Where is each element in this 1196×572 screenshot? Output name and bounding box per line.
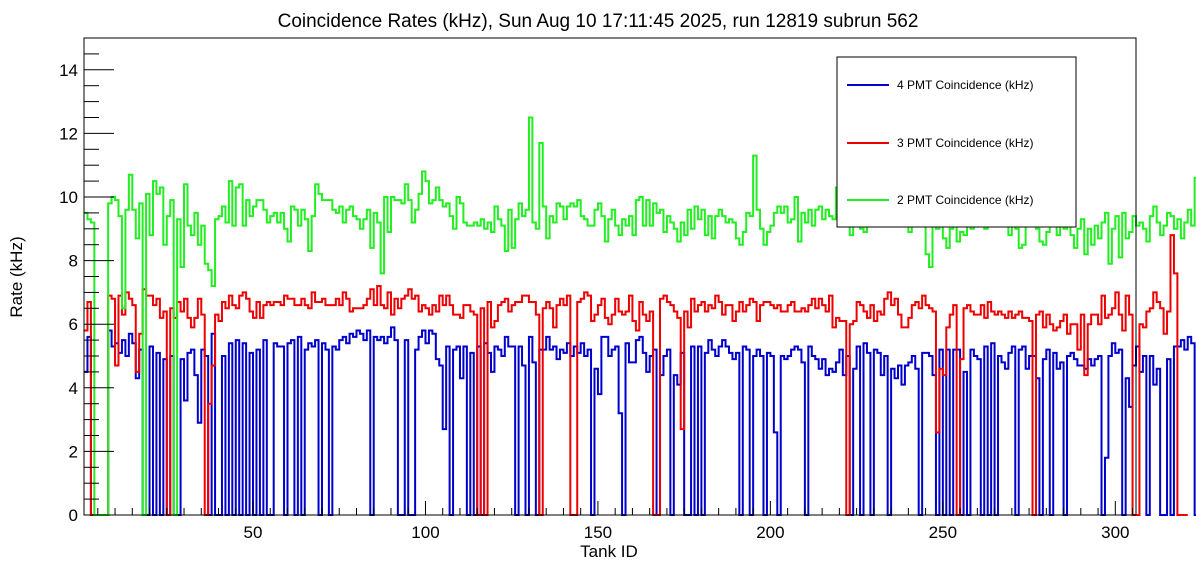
x-axis-ticks: 50 100 150 200 250 300 [97,501,1134,542]
y-tick-label: 2 [69,442,78,461]
legend: 4 PMT Coincidence (kHz) 3 PMT Coincidenc… [836,56,1077,228]
y-axis-label: Rate (kHz) [7,236,26,317]
y-tick-label: 10 [59,188,78,207]
legend-label-4pmt: 4 PMT Coincidence (kHz) [897,78,1034,92]
y-tick-label: 12 [59,124,78,143]
series-line-2 [84,234,1188,516]
legend-label-2pmt: 2 PMT Coincidence (kHz) [897,193,1034,207]
y-axis-ticks: 0 2 4 6 8 10 12 14 [59,37,114,525]
y-tick-label: 6 [69,315,78,334]
x-tick-label: 50 [244,523,263,542]
y-tick-label: 4 [69,379,78,398]
x-tick-label: 200 [756,523,784,542]
y-tick-label: 14 [59,61,78,80]
y-tick-label: 0 [69,506,78,525]
x-tick-label: 150 [584,523,612,542]
legend-label-3pmt: 3 PMT Coincidence (kHz) [897,136,1034,150]
x-tick-label: 250 [929,523,957,542]
y-tick-label: 8 [69,252,78,271]
x-tick-label: 100 [411,523,439,542]
chart-title: Coincidence Rates (kHz), Sun Aug 10 17:1… [278,11,919,32]
x-axis-label: Tank ID [580,542,638,561]
x-tick-label: 300 [1101,523,1129,542]
